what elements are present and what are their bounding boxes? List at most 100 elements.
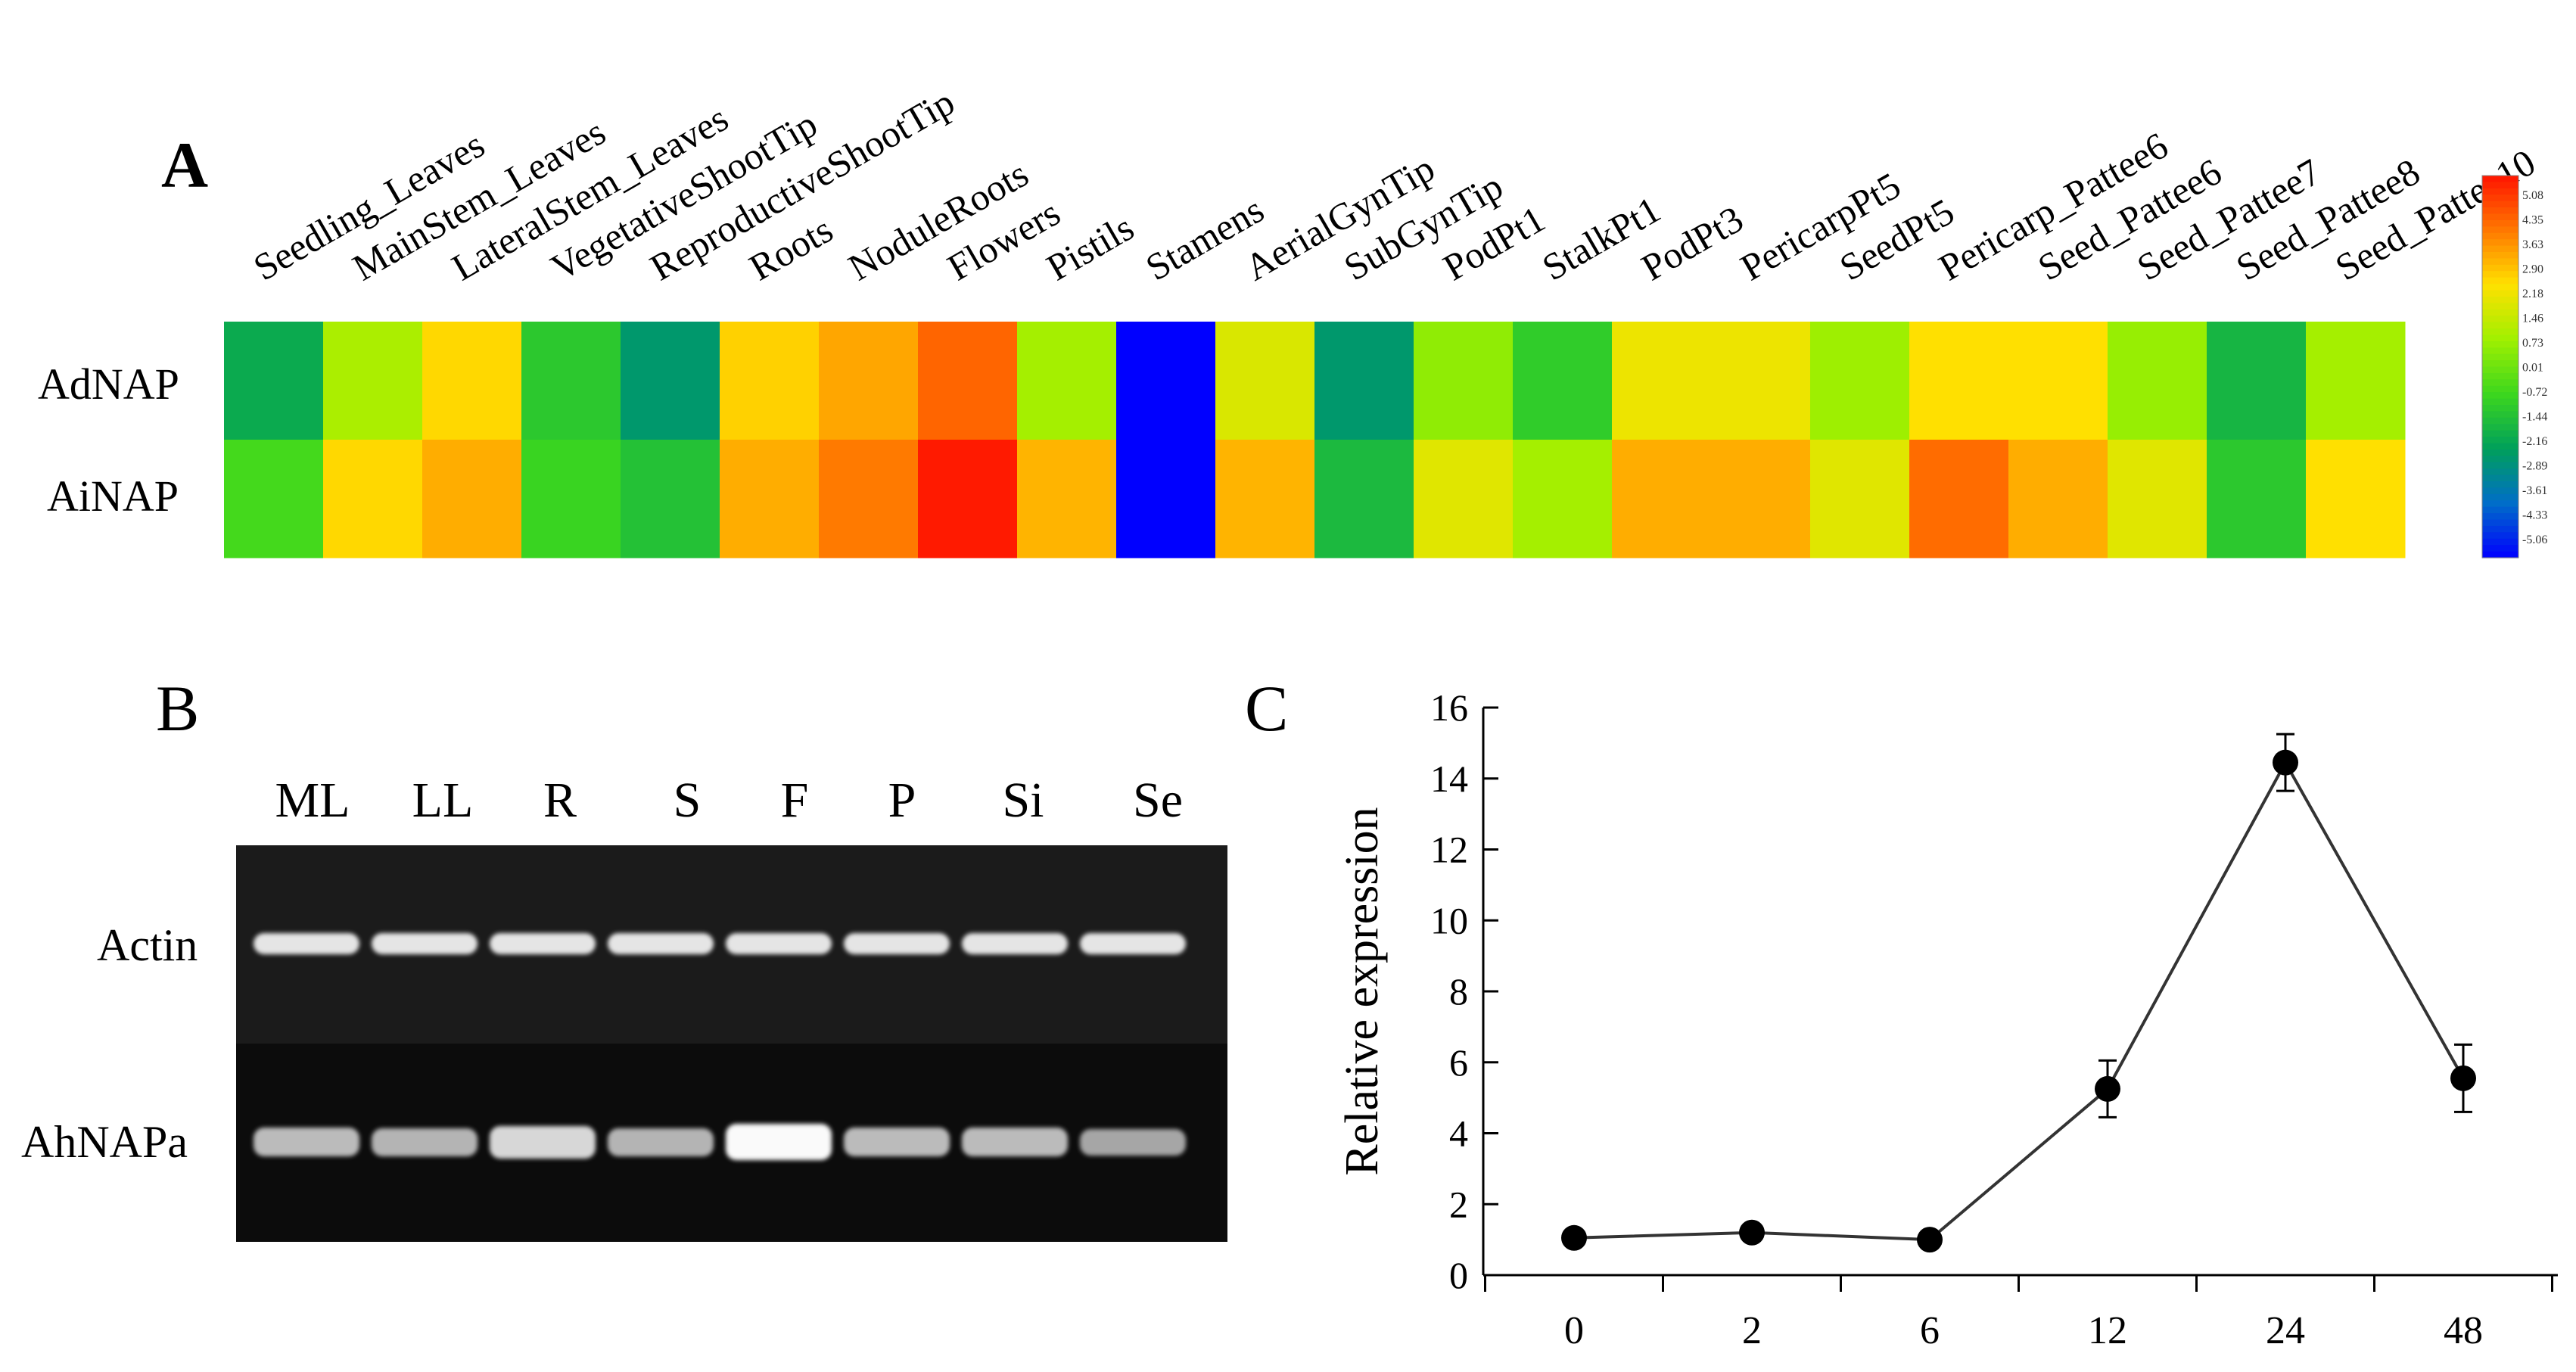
colorbar-segment (2482, 405, 2518, 412)
colorbar-segment (2482, 372, 2518, 380)
colorbar-segment (2482, 213, 2518, 221)
colorbar-tick-label: 4.35 (2522, 214, 2543, 227)
colorbar-segment (2482, 264, 2518, 272)
colorbar-segment (2482, 316, 2518, 323)
gel-band-ahnapa-f (726, 1124, 832, 1160)
data-point-12 (2095, 1075, 2120, 1102)
y-axis-label: Relative expression (1336, 807, 1388, 1175)
heatmap-cell-ainap-stamens (1116, 440, 1216, 558)
y-tick-label: 6 (1449, 1041, 1468, 1084)
heatmap-cell-adnap-podpt1 (1414, 322, 1514, 440)
colorbar-tick-label: 2.18 (2522, 288, 2543, 300)
colorbar-segment (2482, 341, 2518, 348)
heatmap-cell-adnap-pericarppt5 (1711, 322, 1811, 440)
colorbar-segment (2482, 424, 2518, 431)
colorbar-segment (2482, 532, 2518, 540)
heatmap-cell-ainap-seed-pattee8 (2207, 440, 2307, 558)
colorbar-segment (2482, 271, 2518, 278)
colorbar-segment (2482, 500, 2518, 508)
y-tick-label: 2 (1449, 1183, 1468, 1225)
x-tick-label: 2 (1742, 1309, 1762, 1352)
colorbar-segment (2482, 430, 2518, 437)
heatmap-row-label-ainap: AiNAP (47, 471, 179, 521)
colorbar-segment (2482, 513, 2518, 521)
gel-band-actin-ml (254, 933, 359, 954)
gel-band-actin-si (962, 933, 1068, 954)
colorbar-segment (2482, 296, 2518, 303)
y-tick-label: 16 (1430, 686, 1468, 729)
colorbar-segment (2482, 232, 2518, 240)
gel-band-label-actin: Actin (97, 920, 198, 970)
gel-lane-label-r: R (543, 773, 577, 828)
x-tick-label: 12 (2088, 1309, 2127, 1352)
heatmap-cell-ainap-pericarp-pattee6 (1909, 440, 2009, 558)
colorbar-segment (2482, 525, 2518, 533)
series-line (1573, 759, 2465, 1242)
heatmap-cell-adnap-reproductiveshoottip (621, 322, 720, 440)
colorbar-tick-label: 3.63 (2522, 238, 2543, 251)
colorbar-segment (2482, 538, 2518, 546)
gel-image (236, 845, 1227, 1242)
gel-lane-label-se: Se (1133, 773, 1183, 828)
data-point-48 (2450, 1065, 2476, 1091)
colorbar-segment (2482, 398, 2518, 406)
gel-lane-label-si: Si (1002, 773, 1044, 828)
heatmap-cell-ainap-seed-pattee7 (2108, 440, 2207, 558)
gel-band-ahnapa-ll (372, 1128, 478, 1156)
colorbar-segment (2482, 328, 2518, 336)
colorbar-segment (2482, 176, 2518, 183)
colorbar-segment (2482, 449, 2518, 456)
colorbar-segment (2482, 468, 2518, 476)
heatmap-cell-adnap-pericarp-pattee6 (1909, 322, 2009, 440)
colorbar-segment (2482, 353, 2518, 361)
colorbar-tick-label: 1.46 (2522, 313, 2543, 325)
heatmap-cell-ainap-lateralstem-leaves (422, 440, 522, 558)
x-tick-label: 6 (1920, 1309, 1940, 1352)
y-tick-label: 10 (1430, 899, 1468, 941)
colorbar-segment (2482, 379, 2518, 387)
gel-band-ahnapa-si (962, 1128, 1068, 1156)
colorbar-segment (2482, 188, 2518, 195)
heatmap-cell-adnap-seedling-leaves (224, 322, 324, 440)
gel-band-actin-se (1080, 933, 1186, 954)
y-tick-label: 8 (1449, 970, 1468, 1013)
gel-band-ahnapa-ml (254, 1128, 359, 1156)
heatmap-cell-adnap-seed-pattee8 (2207, 322, 2307, 440)
data-point-2 (1739, 1219, 1765, 1246)
heatmap-cell-adnap-lateralstem-leaves (422, 322, 522, 440)
heatmap-cell-ainap-noduleroots (819, 440, 919, 558)
heatmap-cell-adnap-roots (720, 322, 820, 440)
heatmap-cell-adnap-subgyntip (1314, 322, 1414, 440)
colorbar-segment (2482, 239, 2518, 247)
colorbar-segment (2482, 519, 2518, 527)
colorbar-segment (2482, 385, 2518, 393)
heatmap-cell-adnap-aerialgyntip (1215, 322, 1315, 440)
colorbar-segment (2482, 437, 2518, 444)
colorbar-segment (2482, 366, 2518, 374)
heatmap-cell-adnap-flowers (918, 322, 1018, 440)
colorbar-segment (2482, 290, 2518, 297)
colorbar-frame (2481, 175, 2519, 558)
colorbar-segment (2482, 334, 2518, 342)
heatmap-cell-ainap-vegetativeshoottip (521, 440, 621, 558)
colorbar-segment (2482, 493, 2518, 501)
heatmap-cell-adnap-seed-pattee7 (2108, 322, 2207, 440)
heatmap-cell-ainap-podpt1 (1414, 440, 1514, 558)
colorbar-segment (2482, 481, 2518, 489)
y-tick-label: 4 (1449, 1112, 1468, 1155)
gel-band-actin-p (844, 933, 950, 954)
gel-lane-label-s: S (673, 773, 702, 828)
colorbar-segment (2482, 194, 2518, 202)
colorbar-tick-label: 0.73 (2522, 337, 2543, 350)
heatmap-cell-adnap-seedpt5 (1810, 322, 1910, 440)
heatmap-cell-adnap-vegetativeshoottip (521, 322, 621, 440)
heatmap-cell-ainap-pistils (1017, 440, 1117, 558)
colorbar-tick-label: 0.01 (2522, 362, 2543, 375)
colorbar-tick-label: 2.90 (2522, 263, 2543, 276)
gel-lane-label-ml: ML (275, 773, 350, 828)
colorbar-segment (2482, 474, 2518, 482)
heatmap-cell-ainap-subgyntip (1314, 440, 1414, 558)
x-tick-label: 0 (1564, 1309, 1584, 1352)
gel-band-actin-f (726, 933, 832, 954)
